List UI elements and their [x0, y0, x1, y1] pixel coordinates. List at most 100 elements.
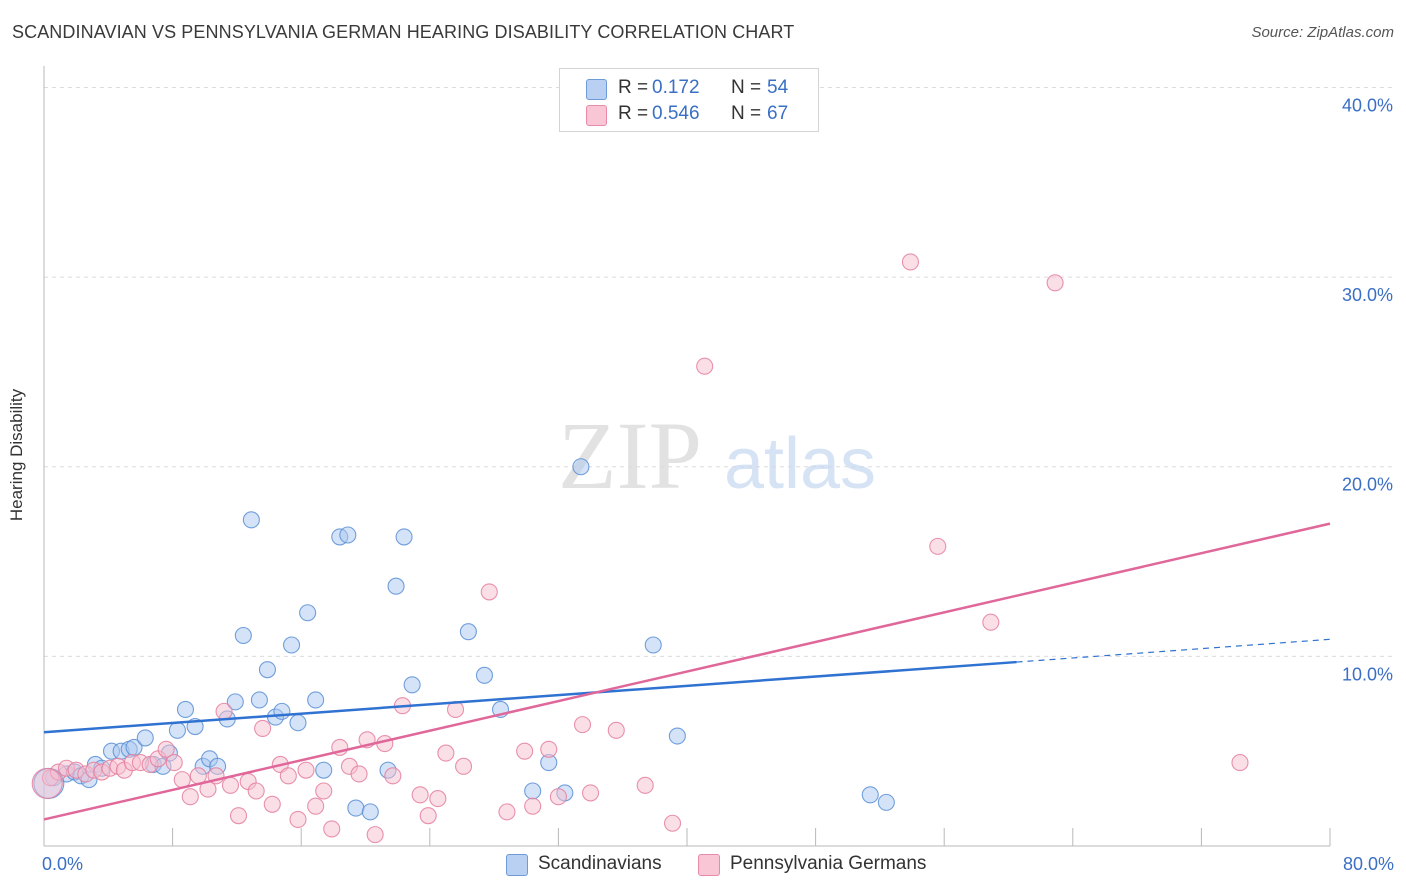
- scandinavian-point: [475, 666, 494, 684]
- scandinavian-point: [250, 691, 268, 709]
- pennsylvania-german-point: [297, 761, 315, 779]
- pennsylvania-german-point: [901, 253, 919, 271]
- scandinavian-point: [668, 727, 686, 745]
- pennsylvania-german-point: [607, 721, 625, 739]
- pennsylvania-german-point: [165, 754, 183, 772]
- data-points: [31, 253, 1249, 844]
- pennsylvania-german-point: [663, 814, 682, 832]
- scandinavian-point: [339, 526, 357, 544]
- scandinavians-trend-line: [43, 660, 1017, 734]
- x-tick-label: 80.0%: [1343, 854, 1394, 874]
- scandinavian-point: [315, 761, 333, 779]
- scandinavian-point: [403, 676, 421, 694]
- y-tick-label: 10.0%: [1342, 664, 1393, 684]
- legend-label: Scandinavians: [538, 853, 662, 874]
- scandinavians-swatch: [506, 854, 528, 876]
- n-value: 54: [767, 77, 789, 98]
- scandinavian-point: [572, 458, 590, 476]
- scandinavian-point: [459, 623, 477, 641]
- n-label: N =: [731, 103, 762, 124]
- scandinavian-point: [307, 691, 325, 709]
- scandinavian-point: [877, 793, 895, 811]
- pennsylvania-german-point: [350, 765, 368, 783]
- scandinavian-point: [299, 604, 317, 622]
- r-value: 0.546: [652, 103, 700, 124]
- trend-lines: [43, 522, 1331, 821]
- pennsylvania-germans-swatch: [698, 854, 720, 876]
- stats-legend: R = 0.172 N = 54 R = 0.546 N = 67: [559, 68, 819, 132]
- pennsylvania-german-point: [636, 776, 654, 794]
- pennsylvania-german-point: [429, 790, 447, 808]
- scandinavian-point: [387, 577, 405, 595]
- scandinavian-point: [289, 714, 307, 732]
- pennsylvania-german-point: [1231, 754, 1249, 772]
- pennsylvania-german-point: [229, 807, 248, 825]
- r-label: R =: [618, 103, 649, 124]
- pennsylvania-germans-trend-line: [43, 522, 1331, 821]
- scandinavian-point: [234, 626, 252, 645]
- source-label: Source: ZipAtlas.com: [1251, 24, 1394, 41]
- pennsylvania-germans-swatch: [586, 105, 607, 126]
- pennsylvania-german-point: [982, 613, 1000, 631]
- pennsylvania-german-point: [289, 810, 307, 829]
- r-label: R =: [618, 77, 649, 98]
- pennsylvania-german-point: [524, 797, 542, 815]
- scandinavian-point: [273, 702, 291, 720]
- pennsylvania-german-point: [480, 583, 498, 601]
- r-value: 0.172: [652, 77, 700, 98]
- pennsylvania-german-point: [366, 826, 384, 844]
- pennsylvania-german-point: [31, 767, 63, 799]
- pennsylvania-german-point: [573, 716, 592, 734]
- scandinavian-point: [861, 786, 879, 804]
- pennsylvania-german-point: [549, 788, 567, 806]
- pennsylvania-german-point: [323, 820, 341, 838]
- y-tick-label: 30.0%: [1342, 285, 1393, 305]
- scandinavians-trend-extension: [1016, 638, 1331, 663]
- pennsylvania-german-point: [221, 776, 240, 794]
- scandinavian-point: [168, 721, 186, 739]
- n-label: N =: [731, 77, 762, 98]
- pennsylvania-german-point: [263, 795, 281, 813]
- y-tick-label: 20.0%: [1342, 475, 1393, 495]
- pennsylvania-german-point: [315, 782, 333, 800]
- scandinavian-point: [258, 661, 276, 679]
- pennsylvania-german-point: [540, 740, 558, 758]
- pennsylvania-german-point: [581, 784, 600, 802]
- scandinavian-point: [283, 636, 301, 654]
- pennsylvania-german-point: [455, 757, 473, 775]
- scandinavian-point: [395, 528, 413, 546]
- watermark: ZIP atlas: [558, 402, 876, 509]
- grid-lines: [44, 86, 1392, 657]
- tick-labels: 10.0% 20.0% 30.0% 40.0% 0.0% 80.0%: [42, 95, 1394, 874]
- pennsylvania-german-point: [307, 797, 325, 815]
- scandinavians-swatch: [586, 79, 607, 100]
- watermark-zip: ZIP: [558, 402, 702, 509]
- axes: [43, 66, 1331, 847]
- pennsylvania-german-point: [247, 782, 265, 800]
- y-tick-label: 40.0%: [1342, 95, 1393, 115]
- pennsylvania-german-point: [419, 807, 437, 825]
- scandinavian-point: [136, 729, 154, 747]
- watermark-atlas: atlas: [724, 424, 876, 504]
- chart-title: SCANDINAVIAN VS PENNSYLVANIA GERMAN HEAR…: [12, 22, 795, 42]
- pennsylvania-german-point: [384, 767, 402, 785]
- pennsylvania-german-point: [929, 537, 947, 555]
- pennsylvania-german-point: [498, 803, 516, 821]
- pennsylvania-german-point: [157, 740, 175, 758]
- scandinavian-point: [644, 636, 662, 654]
- pennsylvania-german-point: [437, 744, 455, 762]
- series-legend: Scandinavians Pennsylvania Germans: [0, 852, 1406, 878]
- scandinavian-point: [524, 782, 542, 800]
- scandinavian-point: [347, 799, 365, 817]
- scandinavian-point: [361, 803, 379, 821]
- pennsylvania-german-point: [516, 742, 534, 760]
- pennsylvania-german-point: [181, 788, 199, 806]
- scandinavian-point: [242, 511, 260, 529]
- pennsylvania-german-point: [411, 786, 429, 804]
- pennsylvania-german-point: [1046, 274, 1064, 292]
- pennsylvania-german-point: [254, 719, 272, 737]
- n-value: 67: [767, 103, 789, 124]
- legend-label: Pennsylvania Germans: [730, 853, 927, 874]
- pennsylvania-german-point: [279, 767, 297, 785]
